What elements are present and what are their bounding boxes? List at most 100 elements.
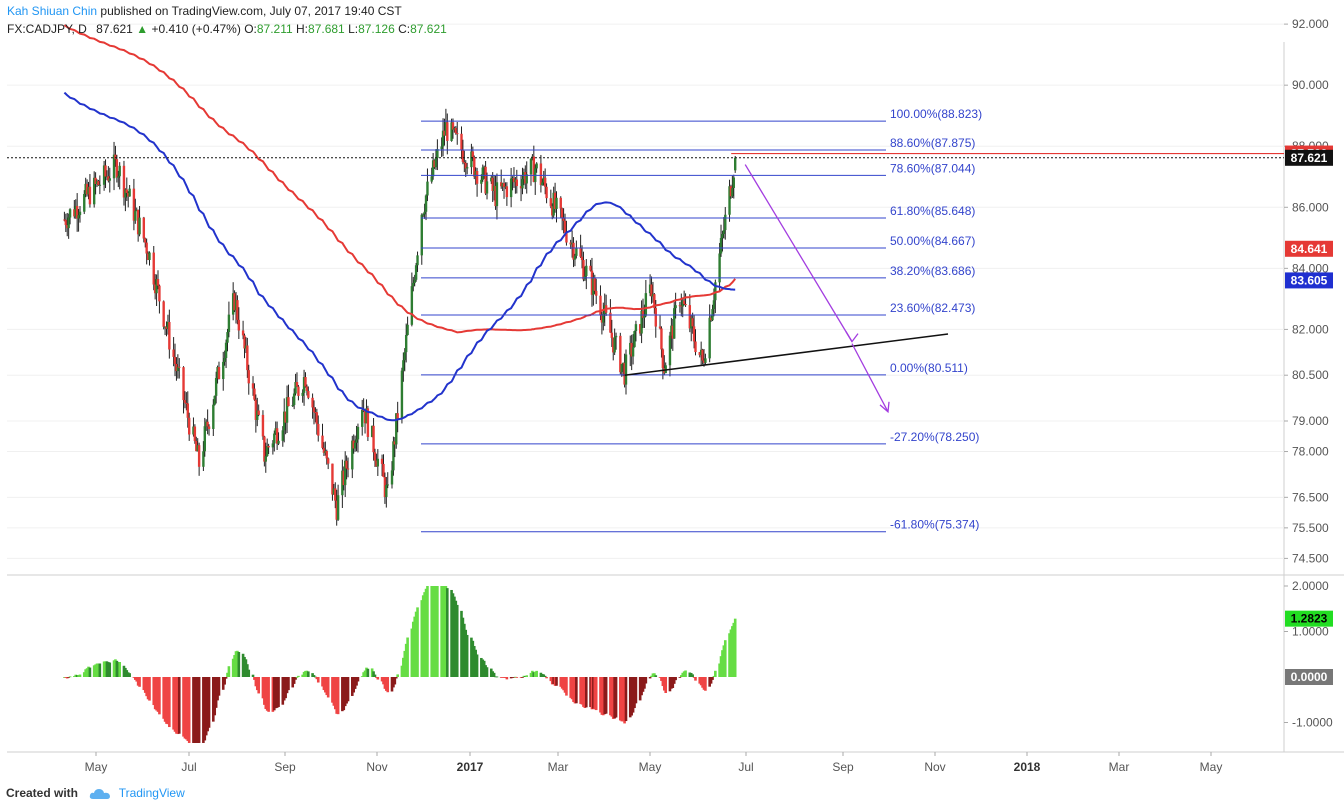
histogram-bar bbox=[326, 677, 330, 698]
histogram-bar bbox=[501, 677, 504, 678]
candle-body bbox=[684, 303, 687, 306]
osc-tick-label: 1.0000 bbox=[1292, 625, 1329, 639]
ma-100-line bbox=[63, 91, 736, 422]
histogram-bar bbox=[662, 677, 666, 691]
candle-body bbox=[579, 247, 582, 257]
candle-body bbox=[372, 425, 375, 453]
histogram-bar bbox=[592, 677, 595, 709]
candle-body bbox=[172, 349, 175, 357]
candle-body bbox=[562, 218, 565, 221]
open-label: O: bbox=[244, 22, 257, 36]
candle-body bbox=[590, 270, 594, 295]
candle-body bbox=[569, 242, 572, 245]
candle-body bbox=[134, 210, 137, 221]
time-tick-label: May bbox=[639, 760, 662, 774]
histogram-bar bbox=[64, 677, 68, 678]
candle-body bbox=[136, 209, 140, 235]
candle-body bbox=[97, 181, 100, 186]
candle-body bbox=[67, 217, 70, 229]
histogram-bar bbox=[295, 676, 299, 678]
candle-body bbox=[197, 445, 201, 467]
candle-body bbox=[118, 165, 121, 177]
histogram-bar bbox=[345, 677, 348, 704]
candle-body bbox=[166, 321, 170, 329]
histogram-bar bbox=[729, 629, 733, 677]
candle-body bbox=[98, 184, 102, 186]
histogram-bar bbox=[333, 677, 337, 710]
histogram-bar bbox=[684, 670, 687, 677]
histogram-bar bbox=[545, 677, 548, 679]
histogram-bar bbox=[704, 677, 707, 691]
histogram-bar bbox=[671, 677, 675, 689]
candle-body bbox=[206, 421, 209, 427]
histogram-bar bbox=[383, 677, 387, 689]
candle-body bbox=[216, 367, 219, 378]
histogram-bar bbox=[116, 662, 120, 677]
histogram-bar bbox=[372, 671, 375, 677]
histogram-bar bbox=[386, 677, 390, 693]
histogram-bar bbox=[464, 629, 468, 677]
histogram-bar bbox=[579, 677, 582, 704]
candle-body bbox=[373, 452, 377, 461]
candle-body bbox=[560, 208, 564, 219]
histogram-bar bbox=[728, 633, 731, 677]
candle-body bbox=[173, 356, 177, 364]
candle-body bbox=[416, 255, 419, 266]
histogram-bar bbox=[385, 677, 388, 691]
histogram-bar bbox=[403, 650, 407, 677]
histogram-bar bbox=[396, 674, 399, 677]
candle-body bbox=[234, 300, 238, 311]
candle-body bbox=[691, 318, 694, 327]
histogram-bar bbox=[274, 677, 278, 709]
time-tick-label: Sep bbox=[274, 760, 296, 774]
candle-body bbox=[500, 182, 503, 187]
histogram-bar bbox=[614, 677, 618, 718]
candle-body bbox=[525, 174, 528, 184]
histogram-bar bbox=[206, 677, 209, 732]
candle-body bbox=[521, 179, 524, 189]
candle-body bbox=[241, 330, 245, 336]
candle-body bbox=[610, 332, 614, 338]
candle-body bbox=[505, 186, 509, 198]
candle-body bbox=[698, 352, 701, 356]
histogram-bar bbox=[658, 677, 662, 678]
candle-body bbox=[653, 294, 656, 309]
candle-body bbox=[117, 176, 120, 178]
candle-body bbox=[402, 360, 405, 371]
candle-body bbox=[321, 435, 324, 448]
price-tick-label: 75.500 bbox=[1292, 521, 1329, 535]
candle-body bbox=[114, 154, 117, 160]
candle-body bbox=[474, 171, 477, 177]
candle-body bbox=[424, 195, 428, 212]
histogram-bar bbox=[549, 677, 553, 682]
histogram-bar bbox=[525, 675, 529, 677]
histogram-bar bbox=[156, 677, 160, 712]
candle-body bbox=[456, 133, 459, 135]
time-tick-label: Nov bbox=[366, 760, 387, 774]
histogram-bar bbox=[491, 671, 494, 677]
histogram-bar bbox=[440, 586, 443, 677]
candle-body bbox=[344, 460, 347, 486]
histogram-bar bbox=[202, 677, 205, 743]
candle-body bbox=[263, 436, 266, 462]
histogram-bar bbox=[603, 677, 607, 715]
candle-body bbox=[224, 342, 228, 358]
histogram-bar bbox=[674, 677, 677, 681]
candle-body bbox=[336, 495, 340, 520]
histogram-bar bbox=[305, 670, 309, 677]
histogram-bar bbox=[92, 665, 96, 677]
author-name[interactable]: Kah Shiuan Chin bbox=[7, 4, 98, 18]
histogram-bar bbox=[311, 673, 314, 677]
candle-body bbox=[202, 451, 205, 467]
candle-body bbox=[125, 189, 128, 193]
candle-body bbox=[680, 305, 683, 307]
histogram-bar bbox=[82, 672, 86, 677]
histogram-bar bbox=[633, 677, 636, 709]
tradingview-link[interactable]: TradingView bbox=[118, 786, 185, 800]
histogram-bar bbox=[95, 663, 99, 677]
candle-body bbox=[182, 367, 185, 401]
price-tick-label: 79.000 bbox=[1292, 414, 1329, 428]
histogram-bar bbox=[630, 677, 633, 716]
candle-body bbox=[355, 439, 358, 443]
